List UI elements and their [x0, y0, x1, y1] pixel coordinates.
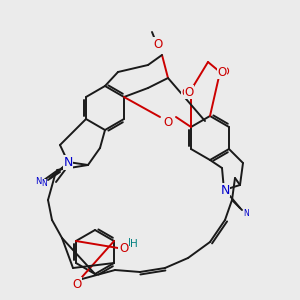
Text: N: N	[64, 157, 72, 167]
Text: O: O	[164, 117, 172, 127]
Text: O: O	[72, 278, 82, 290]
Text: N: N	[243, 209, 249, 218]
Text: N: N	[63, 157, 73, 169]
Text: O: O	[153, 38, 163, 50]
Text: N: N	[35, 178, 41, 187]
Text: O: O	[218, 65, 226, 79]
Text: N: N	[63, 155, 73, 169]
Text: O: O	[164, 116, 172, 128]
Text: O: O	[154, 42, 162, 52]
Text: O: O	[72, 278, 80, 288]
Text: H: H	[130, 239, 138, 249]
Text: O: O	[119, 242, 129, 256]
Text: O: O	[118, 243, 127, 253]
Text: N: N	[220, 185, 228, 195]
Text: N: N	[41, 179, 47, 188]
Text: O: O	[184, 85, 194, 98]
Text: O: O	[220, 67, 230, 77]
Text: N: N	[220, 184, 230, 196]
Text: O: O	[182, 88, 190, 98]
Text: H: H	[128, 238, 136, 248]
